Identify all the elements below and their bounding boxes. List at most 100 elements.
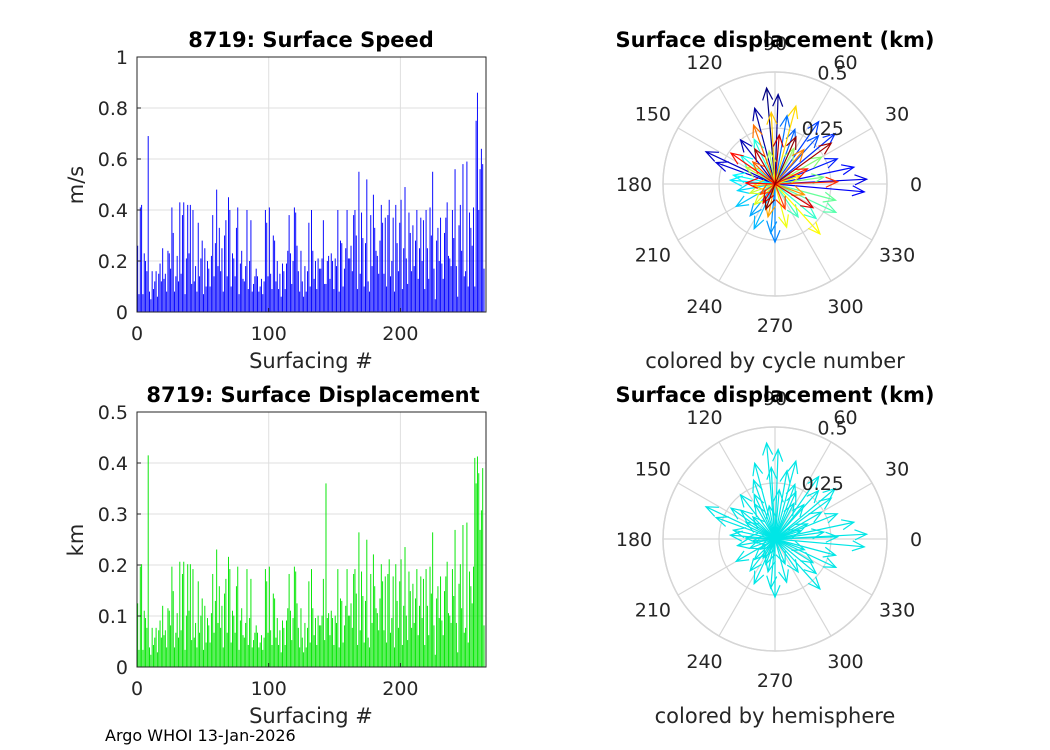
displacement-arrow bbox=[774, 538, 838, 558]
bar bbox=[284, 644, 286, 667]
bar bbox=[426, 605, 428, 667]
displacement-arrow bbox=[766, 538, 778, 590]
arrow-shaft bbox=[753, 139, 776, 185]
bar bbox=[461, 608, 463, 667]
arrow-shaft bbox=[752, 516, 776, 540]
displacement-arrow bbox=[774, 538, 806, 551]
bar bbox=[238, 294, 240, 312]
bar bbox=[197, 222, 199, 312]
bar bbox=[397, 271, 399, 312]
bar bbox=[174, 291, 176, 312]
arrow-head bbox=[786, 490, 797, 505]
speed-bar-chart: 0 100 200 0 0.2 0.4 0.6 0.8 1 8719: Surface Spee… bbox=[64, 28, 487, 373]
arrow-head bbox=[752, 123, 763, 139]
bar bbox=[226, 276, 228, 312]
bar bbox=[409, 591, 411, 667]
displacement-arrow bbox=[774, 538, 818, 575]
displacement-arrow bbox=[759, 537, 776, 551]
bar bbox=[434, 299, 436, 312]
bar bbox=[267, 632, 269, 667]
arrow-shaft bbox=[774, 183, 837, 213]
bar bbox=[409, 232, 411, 312]
arrow-head bbox=[769, 230, 781, 244]
arrow-head bbox=[786, 559, 800, 574]
polar-cycle-caption: colored by cycle number bbox=[645, 349, 905, 373]
bar bbox=[421, 261, 423, 312]
bar bbox=[210, 613, 212, 667]
bar bbox=[454, 169, 456, 312]
arrow-shaft bbox=[774, 470, 788, 540]
bar bbox=[296, 245, 298, 312]
arrow-shaft bbox=[770, 112, 776, 185]
displacement-title: 8719: Surface Displacement bbox=[146, 383, 479, 407]
polar-angle-label: 60 bbox=[833, 52, 857, 74]
bar bbox=[257, 632, 258, 667]
bar bbox=[424, 289, 426, 312]
bar bbox=[299, 647, 301, 667]
bar bbox=[214, 243, 216, 312]
bar bbox=[257, 276, 258, 312]
bar bbox=[370, 215, 372, 312]
bar bbox=[350, 245, 352, 312]
bar bbox=[158, 630, 160, 667]
polar-angle-label: 240 bbox=[686, 296, 722, 318]
bar bbox=[342, 286, 344, 312]
bar bbox=[368, 647, 370, 667]
bar bbox=[250, 220, 252, 312]
bar bbox=[225, 578, 227, 667]
bar bbox=[358, 171, 360, 312]
bar bbox=[152, 644, 154, 667]
displacement-arrow bbox=[774, 135, 797, 185]
bar bbox=[292, 618, 294, 667]
bar bbox=[420, 217, 422, 312]
arrow-head bbox=[851, 185, 866, 197]
bar bbox=[234, 276, 236, 312]
bar bbox=[480, 510, 482, 667]
bar bbox=[459, 564, 461, 667]
bar bbox=[403, 248, 405, 312]
bar bbox=[210, 255, 212, 312]
bar bbox=[469, 212, 471, 312]
bar bbox=[291, 640, 293, 667]
bar bbox=[425, 569, 427, 667]
bar bbox=[304, 266, 306, 312]
displacement-arrow bbox=[774, 183, 800, 219]
bar bbox=[322, 578, 324, 667]
arrow-head bbox=[822, 202, 838, 214]
arrow-head bbox=[729, 152, 744, 165]
arrow-shaft bbox=[768, 505, 776, 540]
arrow-shaft bbox=[774, 538, 821, 590]
arrow-head bbox=[744, 166, 759, 178]
displacement-arrow bbox=[729, 507, 776, 540]
arrow-shaft bbox=[774, 183, 805, 196]
arrow-head bbox=[714, 516, 730, 527]
arrow-head bbox=[851, 540, 866, 552]
bar bbox=[171, 207, 173, 312]
arrow-shaft bbox=[754, 503, 776, 540]
bar bbox=[185, 258, 187, 312]
bar bbox=[258, 291, 260, 312]
bar bbox=[143, 610, 145, 667]
bar bbox=[204, 248, 206, 312]
bar bbox=[449, 258, 451, 312]
arrow-shaft bbox=[770, 183, 776, 234]
bar bbox=[181, 215, 183, 312]
bar bbox=[192, 569, 194, 667]
displacement-arrow bbox=[774, 538, 815, 564]
displacement-arrow bbox=[772, 133, 784, 185]
bar bbox=[422, 220, 424, 312]
bar bbox=[303, 652, 305, 667]
arrow-head bbox=[728, 530, 743, 542]
displacement-arrow bbox=[774, 469, 791, 540]
bar bbox=[170, 625, 172, 667]
arrow-shaft bbox=[774, 183, 799, 218]
bar bbox=[160, 637, 162, 667]
displacement-arrow bbox=[751, 515, 776, 540]
bar bbox=[282, 620, 284, 667]
arrow-shaft bbox=[774, 134, 780, 185]
bar bbox=[347, 258, 349, 312]
bar bbox=[253, 640, 255, 667]
arrow-head bbox=[744, 521, 759, 533]
arrow-head bbox=[787, 459, 799, 475]
bar bbox=[188, 253, 190, 312]
